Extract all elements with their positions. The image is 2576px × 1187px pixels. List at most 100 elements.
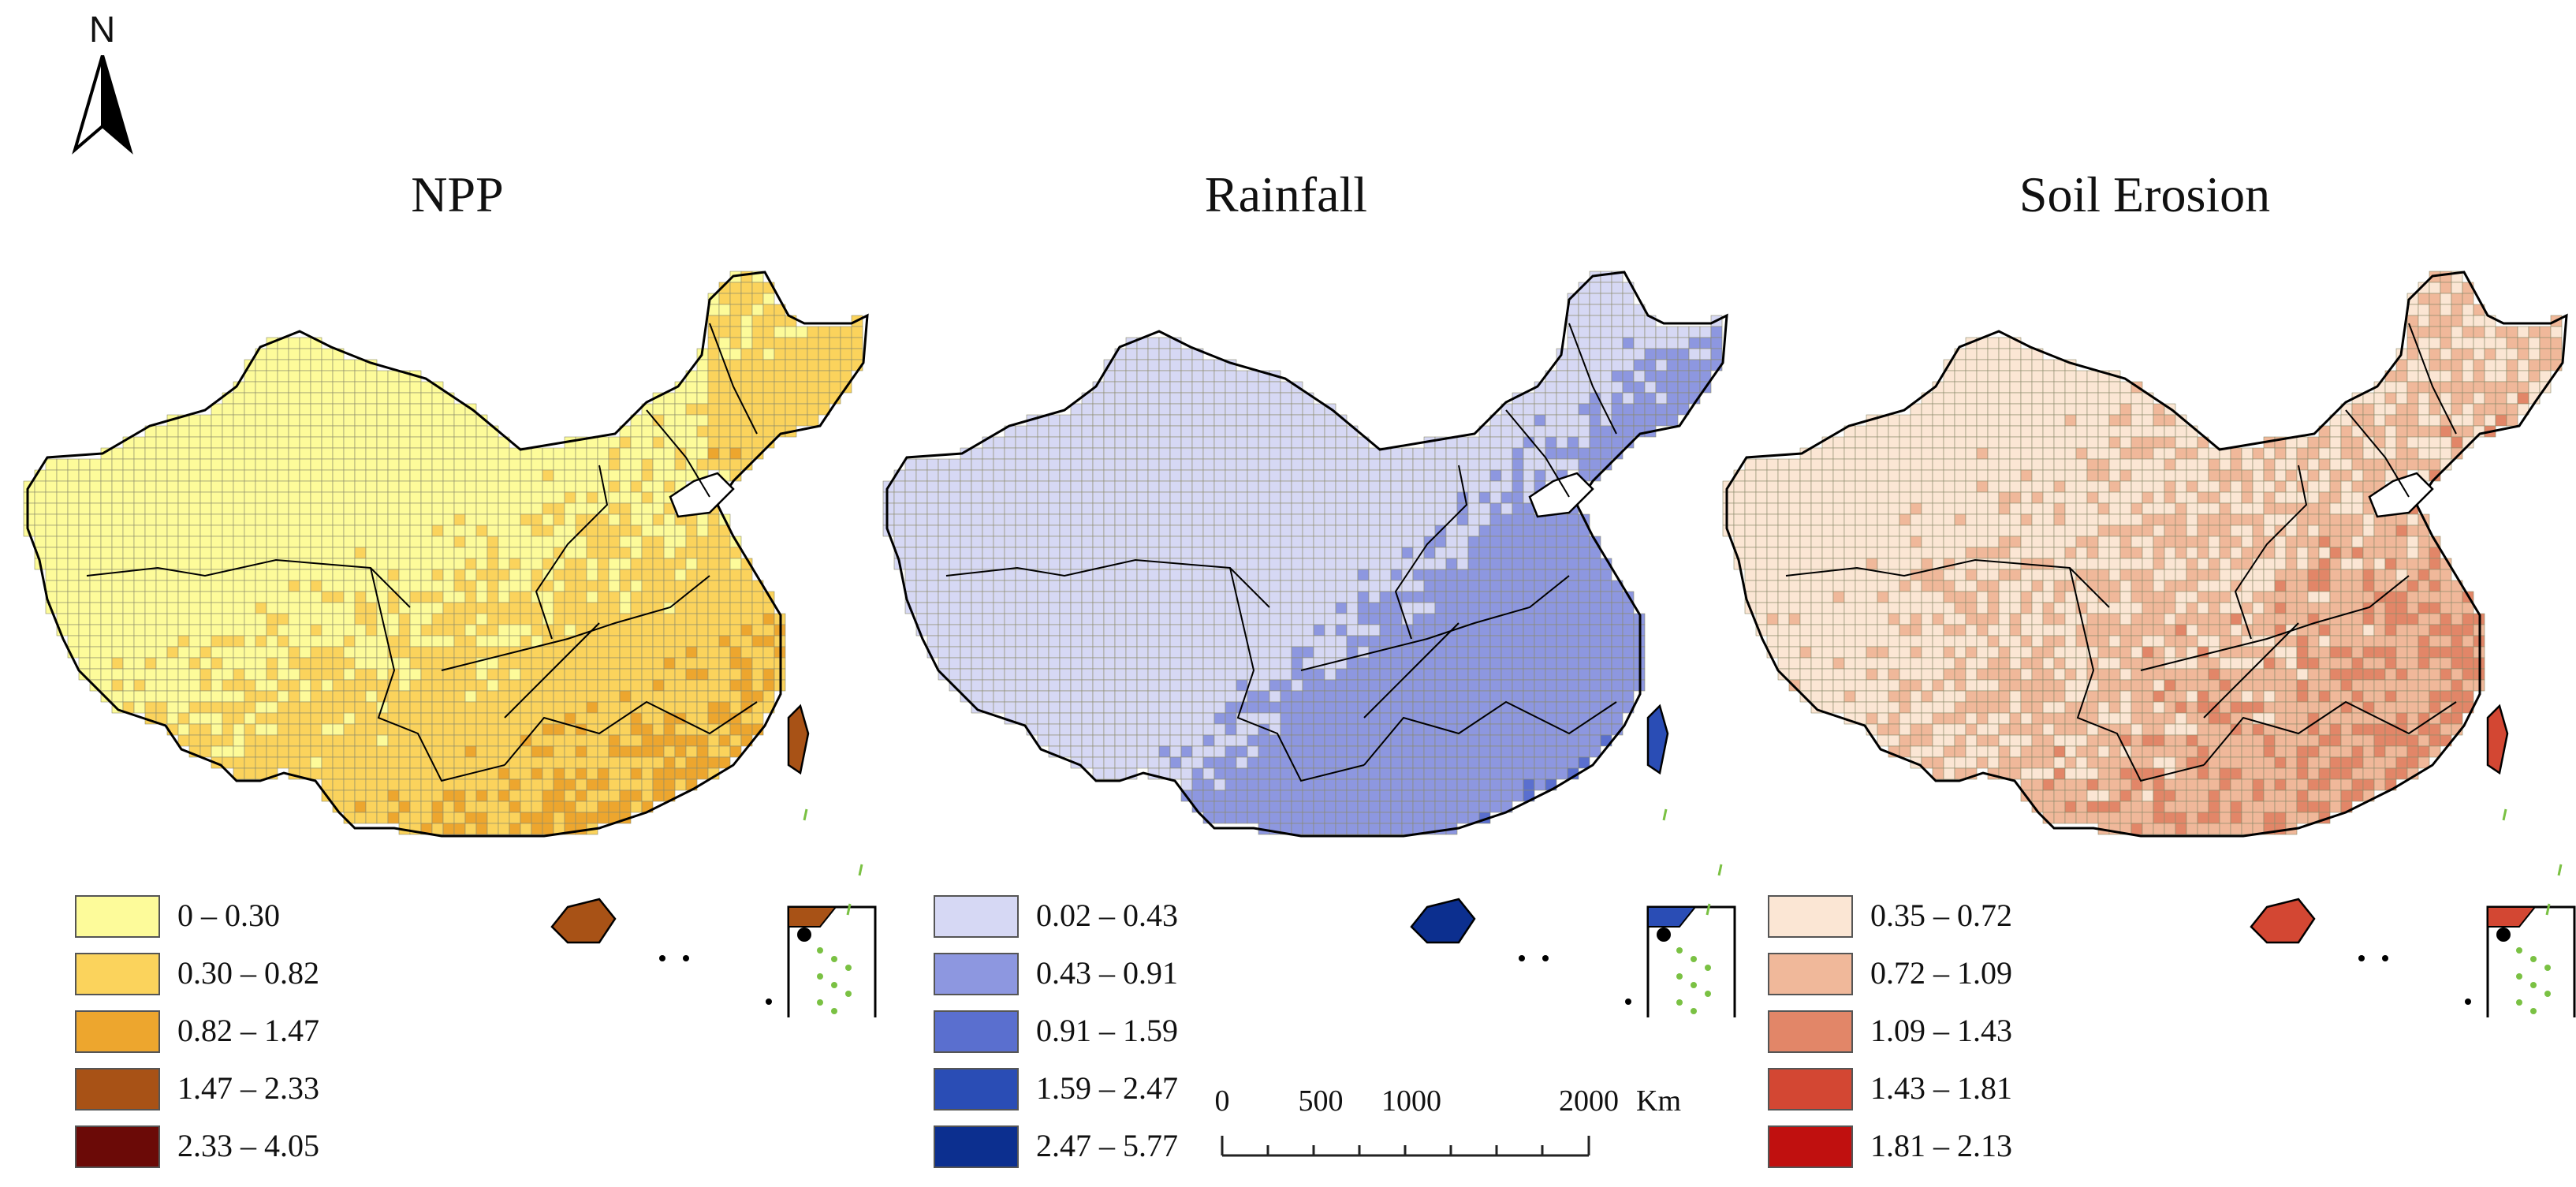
npp-map-title: NPP <box>411 166 504 222</box>
grid-cell <box>321 502 334 515</box>
grid-cell <box>1147 580 1160 592</box>
grid-cell <box>696 712 709 725</box>
grid-cell <box>277 547 289 559</box>
grid-cell <box>89 524 102 537</box>
grid-cell <box>1589 701 1601 714</box>
grid-cell <box>531 458 543 471</box>
grid-cell <box>376 513 389 526</box>
grid-cell <box>652 480 665 493</box>
grid-cell <box>1390 458 1403 471</box>
grid-cell <box>1269 580 1281 592</box>
grid-cell <box>993 447 1005 460</box>
grid-cell <box>531 734 543 747</box>
grid-cell <box>674 580 687 592</box>
grid-cell <box>332 458 345 471</box>
grid-cell <box>1965 370 1978 383</box>
grid-cell <box>166 646 179 659</box>
grid-cell <box>663 690 676 703</box>
grid-cell <box>1180 458 1193 471</box>
grid-cell <box>729 690 742 703</box>
grid-cell <box>926 569 939 581</box>
grid-cell <box>321 591 334 603</box>
grid-cell <box>1191 602 1204 614</box>
grid-cell <box>1136 348 1149 360</box>
grid-cell <box>354 524 367 537</box>
grid-cell <box>762 315 775 327</box>
grid-cell <box>1236 558 1248 570</box>
grid-cell <box>78 657 91 670</box>
grid-cell <box>453 635 466 648</box>
grid-cell <box>893 480 906 493</box>
grid-cell <box>993 635 1005 648</box>
grid-cell <box>1247 591 1259 603</box>
grid-cell <box>1202 778 1215 791</box>
grid-cell <box>1136 580 1149 592</box>
grid-cell <box>244 712 256 725</box>
grid-cell <box>464 679 477 692</box>
grid-cell <box>960 524 972 537</box>
grid-cell <box>1114 679 1127 692</box>
grid-cell <box>332 414 345 427</box>
grid-cell <box>1125 591 1138 603</box>
grid-cell <box>1247 734 1259 747</box>
grid-cell <box>1213 723 1226 736</box>
grid-cell <box>122 491 135 504</box>
grid-cell <box>166 436 179 449</box>
grid-cell <box>122 480 135 493</box>
grid-cell <box>1213 591 1226 603</box>
grid-cell <box>1158 668 1171 681</box>
grid-cell <box>2528 326 2541 338</box>
grid-cell <box>586 646 598 659</box>
grid-cell <box>266 723 278 736</box>
grid-cell <box>685 646 698 659</box>
grid-cell <box>1026 469 1038 482</box>
grid-cell <box>652 657 665 670</box>
grid-cell <box>1633 315 1646 327</box>
grid-cell <box>233 657 245 670</box>
grid-cell <box>255 624 267 636</box>
grid-cell <box>1324 668 1336 681</box>
grid-cell <box>1390 569 1403 581</box>
grid-cell <box>420 767 433 780</box>
grid-cell <box>354 624 367 636</box>
grid-cell <box>1158 425 1171 438</box>
grid-cell <box>199 624 212 636</box>
grid-cell <box>696 646 709 659</box>
grid-cell <box>1556 613 1568 625</box>
grid-cell <box>1324 624 1336 636</box>
grid-cell <box>982 536 994 548</box>
grid-cell <box>1456 701 1469 714</box>
grid-cell <box>442 591 455 603</box>
grid-cell <box>520 547 532 559</box>
grid-cell <box>2108 381 2121 394</box>
grid-cell <box>1169 480 1182 493</box>
grid-cell <box>1335 679 1348 692</box>
grid-cell <box>652 536 665 548</box>
grid-cell <box>1357 613 1370 625</box>
grid-cell <box>177 613 190 625</box>
grid-cell <box>1478 723 1491 736</box>
grid-cell <box>277 458 289 471</box>
grid-cell <box>233 425 245 438</box>
grid-cell <box>1059 580 1072 592</box>
grid-cell <box>144 480 157 493</box>
grid-cell <box>1247 767 1259 780</box>
grid-cell <box>520 657 532 670</box>
grid-cell <box>1015 491 1027 504</box>
grid-cell <box>586 480 598 493</box>
grid-cell <box>155 458 168 471</box>
grid-cell <box>222 701 234 714</box>
grid-cell <box>56 513 69 526</box>
grid-cells <box>1722 271 2563 835</box>
grid-cell <box>685 657 698 670</box>
grid-cell <box>564 745 576 758</box>
grid-cell <box>266 613 278 625</box>
grid-cell <box>1456 657 1469 670</box>
grid-cell <box>78 547 91 559</box>
grid-cell <box>1037 668 1049 681</box>
island-mark <box>858 864 863 876</box>
grid-cell <box>2009 392 2022 405</box>
grid-cell <box>553 690 565 703</box>
grid-cell <box>222 513 234 526</box>
grid-cell <box>299 403 311 416</box>
